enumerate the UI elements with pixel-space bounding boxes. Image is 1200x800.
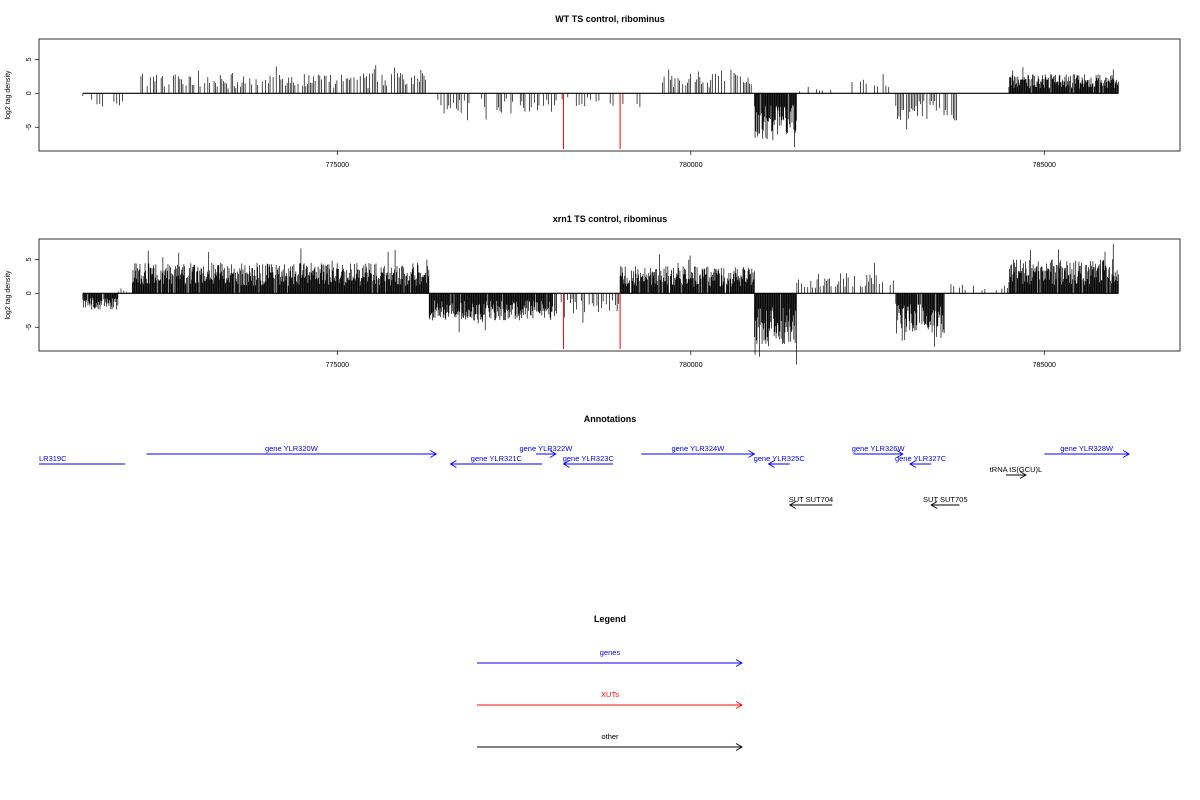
wt-track-axes: -5 0 5 775000 780000 785000 [26, 57, 1119, 169]
annotation-feature: tRNA tS(GCU)L [990, 465, 1043, 479]
annotation-feature: gene YLR320W [146, 444, 438, 458]
feature-arrowhead [1019, 471, 1027, 479]
annotation-label: SUT SUT705 [923, 495, 967, 504]
annotation-label: gene YLR322W [519, 444, 573, 453]
annotation-label: SUT SUT704 [789, 495, 833, 504]
legend-item: other [477, 732, 743, 751]
annotation-feature: gene YLR327C [895, 454, 947, 468]
x-tick-label: 785000 [1033, 362, 1056, 369]
annotation-label: gene YLR321C [471, 454, 523, 463]
feature-arrowhead [909, 460, 917, 468]
feature-arrowhead [549, 450, 557, 458]
y-tick-label: 0 [26, 291, 33, 295]
annotation-label: gene YLR328W [1060, 444, 1114, 453]
xrn1-track-panel: xrn1 TS control, ribominus log2 tag dens… [5, 214, 1181, 369]
feature-arrowhead [449, 460, 457, 468]
y-tick-label: 5 [26, 257, 33, 261]
wt-track-title: WT TS control, ribominus [555, 14, 665, 24]
xrn1-track-frame [38, 238, 1181, 352]
annotation-feature: SUT SUT705 [923, 495, 968, 509]
wt-track-y-axis-label: log2 tag density [5, 70, 12, 120]
annotation-label: gene YLR324W [671, 444, 725, 453]
annotation-feature: gene YLR325C [754, 454, 806, 468]
feature-arrowhead [735, 659, 743, 667]
x-tick-label: 780000 [679, 162, 702, 169]
annotation-label: gene YLR323C [563, 454, 615, 463]
annotation-label: gene YLR325C [754, 454, 806, 463]
y-tick-label: 0 [26, 91, 33, 95]
legend-item-label: XUTs [601, 690, 619, 699]
feature-arrowhead [767, 460, 775, 468]
annotation-feature: SUT SUT704 [789, 495, 833, 509]
annotation-label: LR319C [39, 454, 67, 463]
feature-arrowhead [930, 501, 938, 509]
legend-item: genes [477, 648, 743, 667]
feature-arrowhead [1122, 450, 1130, 458]
legend: Legend genes XUTs other [477, 614, 743, 751]
x-tick-label: 785000 [1033, 162, 1056, 169]
y-tick-label: 5 [26, 57, 33, 61]
x-tick-label: 780000 [679, 362, 702, 369]
annotation-label: tRNA tS(GCU)L [990, 465, 1043, 474]
feature-arrowhead [788, 501, 796, 509]
feature-arrowhead [562, 460, 570, 468]
xrn1-track-y-axis-label: log2 tag density [5, 270, 12, 320]
annotation-label: gene YLR320W [265, 444, 319, 453]
wt-track-frame [38, 38, 1181, 152]
feature-arrowhead [735, 743, 743, 751]
annotation-feature: LR319C [39, 454, 126, 465]
feature-arrowhead [748, 450, 756, 458]
annotation-feature: gene YLR322W [519, 444, 573, 458]
annotation-label: gene YLR326W [852, 444, 906, 453]
wt-track-bars [82, 65, 1119, 148]
annotation-feature: gene YLR324W [641, 444, 756, 458]
x-tick-label: 775000 [326, 362, 349, 369]
legend-items: genes XUTs other [477, 648, 743, 751]
x-tick-label: 775000 [326, 162, 349, 169]
annotation-track: Annotations LR319C gene YLR320W gene YLR32… [39, 414, 1130, 509]
xrn1-track-bars [82, 243, 1119, 365]
annotation-label: gene YLR327C [895, 454, 947, 463]
feature-arrowhead [430, 450, 438, 458]
xrn1-track-title: xrn1 TS control, ribominus [553, 214, 668, 224]
annotation-feature: gene YLR321C [449, 454, 543, 468]
annotation-feature: gene YLR323C [562, 454, 615, 468]
feature-arrowhead [896, 450, 904, 458]
y-tick-label: -5 [26, 324, 33, 330]
legend-item: XUTs [477, 690, 743, 709]
y-tick-label: -5 [26, 124, 33, 130]
annotation-feature: gene YLR326W [852, 444, 906, 458]
wt-track-panel: WT TS control, ribominus log2 tag densit… [5, 14, 1181, 169]
xrn1-track-axes: -5 0 5 775000 780000 785000 [26, 257, 1119, 369]
annotations-title: Annotations [584, 414, 637, 424]
annotation-feature: gene YLR328W [1044, 444, 1130, 458]
legend-item-label: genes [600, 648, 621, 657]
feature-arrowhead [735, 701, 743, 709]
legend-title: Legend [594, 614, 626, 624]
legend-item-label: other [601, 732, 619, 741]
